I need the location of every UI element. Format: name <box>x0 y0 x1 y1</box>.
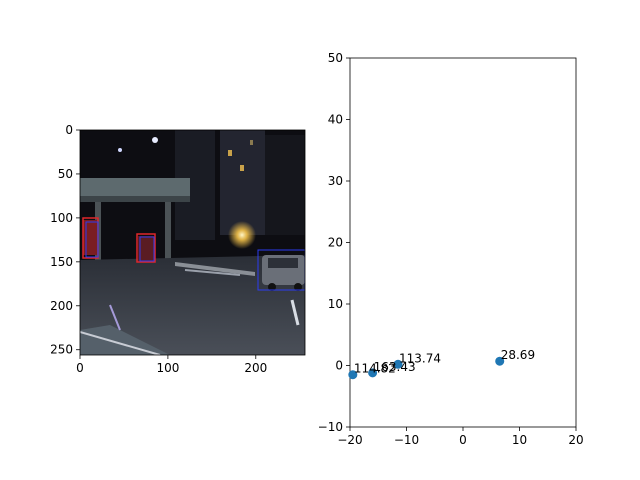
plot-frame <box>349 57 577 428</box>
image-y-axis: 0 50 100 150 200 250 <box>50 123 80 357</box>
image-x-tick-label: 200 <box>244 361 267 375</box>
scatter-y-tick-label: 0 <box>335 359 343 373</box>
scatter-point <box>368 368 378 378</box>
image-y-tick-label: 100 <box>50 211 73 225</box>
scatter-y-tick-label: −10 <box>318 420 343 434</box>
scatter-x-axis: −20 −10 0 10 20 <box>337 427 584 447</box>
scatter-y-axis: −10 0 10 20 30 40 50 <box>318 51 350 434</box>
point-label: 114.82 <box>354 362 396 376</box>
camera-image <box>80 130 305 355</box>
image-x-tick-label: 0 <box>76 361 84 375</box>
scatter-y-tick-label: 40 <box>328 113 343 127</box>
image-y-tick-label: 150 <box>50 255 73 269</box>
image-x-tick-label: 100 <box>156 361 179 375</box>
camera-image-panel: 0 100 200 0 50 100 150 200 250 <box>50 123 306 375</box>
image-y-tick-label: 250 <box>50 343 73 357</box>
scatter-x-tick-label: 0 <box>459 433 467 447</box>
scatter-x-tick-label: −10 <box>394 433 419 447</box>
point-label: 163.43 <box>374 360 416 374</box>
image-frame <box>79 129 306 356</box>
image-y-tick-label: 50 <box>58 167 73 181</box>
image-x-axis: 0 100 200 <box>76 355 267 375</box>
scatter-y-tick-label: 30 <box>328 174 343 188</box>
scatter-x-tick-label: −20 <box>337 433 362 447</box>
scatter-y-tick-label: 10 <box>328 297 343 311</box>
point-label: 28.69 <box>501 348 535 362</box>
image-y-tick-label: 0 <box>65 123 73 137</box>
scatter-point <box>393 359 403 369</box>
image-y-tick-label: 200 <box>50 299 73 313</box>
scatter-point <box>495 356 505 366</box>
point-label: 113.74 <box>399 351 441 365</box>
scatter-y-tick-label: 50 <box>328 51 343 65</box>
scatter-x-tick-label: 10 <box>512 433 527 447</box>
scatter-y-tick-label: 20 <box>328 236 343 250</box>
scatter-point <box>348 370 358 380</box>
scatter-points <box>348 356 505 380</box>
scatter-x-tick-label: 20 <box>568 433 583 447</box>
